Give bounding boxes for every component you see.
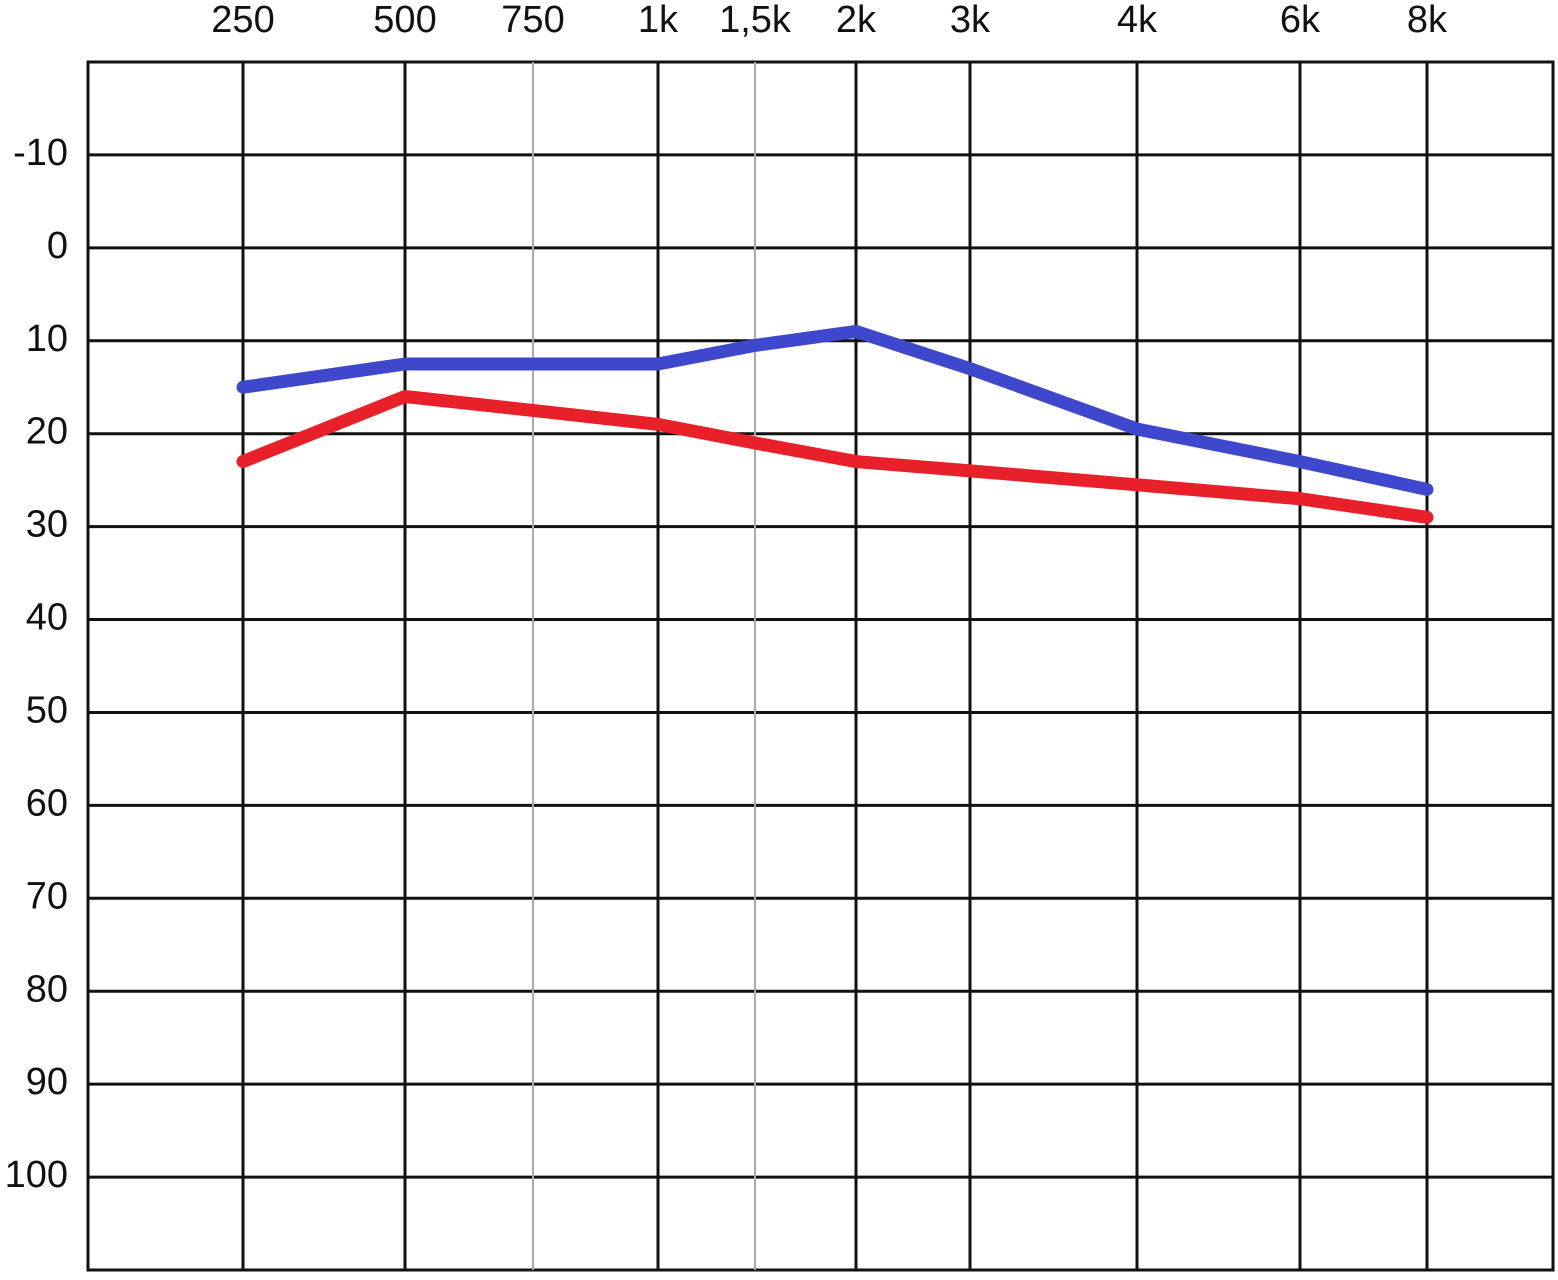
x-tick-label: 2k <box>836 0 877 41</box>
x-tick-label: 8k <box>1407 0 1448 41</box>
x-tick-label: 500 <box>373 0 436 41</box>
series-line <box>236 390 1434 524</box>
y-tick-label: -10 <box>13 132 68 174</box>
y-tick-label: 80 <box>26 968 68 1010</box>
x-tick-label: 750 <box>501 0 564 41</box>
x-tick-label: 4k <box>1117 0 1158 41</box>
x-tick-label: 1k <box>638 0 679 41</box>
y-tick-label: 30 <box>26 504 68 546</box>
y-tick-label: 10 <box>26 318 68 360</box>
x-tick-label: 6k <box>1280 0 1321 41</box>
y-tick-label: 60 <box>26 782 68 824</box>
y-tick-label: 40 <box>26 597 68 639</box>
y-tick-label: 70 <box>26 875 68 917</box>
x-tick-label: 1,5k <box>719 0 792 41</box>
plot-frame <box>86 60 1555 1272</box>
y-tick-label: 0 <box>47 225 68 267</box>
y-tick-label: 20 <box>26 411 68 453</box>
x-tick-label: 250 <box>211 0 274 41</box>
x-tick-label: 3k <box>950 0 991 41</box>
y-tick-label: 90 <box>26 1061 68 1103</box>
y-tick-label: 50 <box>26 689 68 731</box>
y-tick-label: 100 <box>5 1154 68 1196</box>
series-line <box>236 324 1434 496</box>
